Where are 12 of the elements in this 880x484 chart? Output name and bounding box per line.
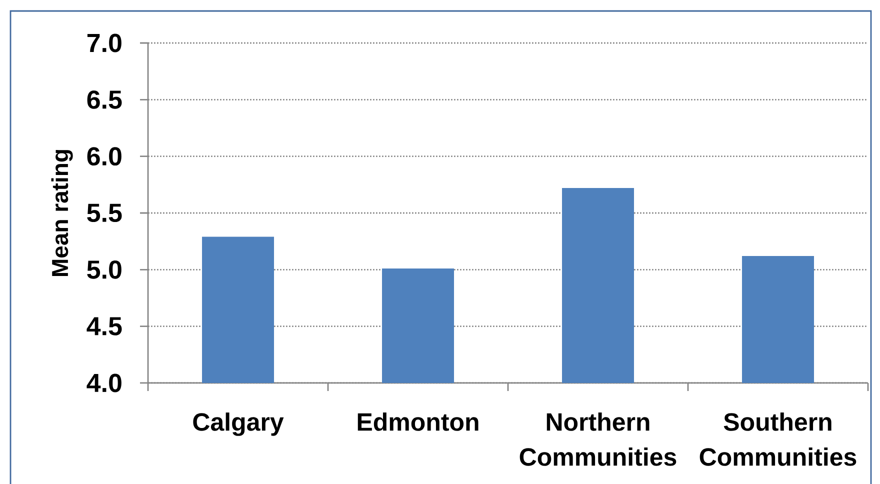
x-tick-label: Calgary <box>193 412 284 436</box>
x-tick-label: Northern Communities <box>520 412 676 466</box>
y-axis-title: Mean rating <box>51 150 73 276</box>
y-tick-label: 5.5 <box>87 204 122 222</box>
y-tick-label: 6.0 <box>87 147 122 166</box>
x-tick-label: Edmonton <box>358 412 478 431</box>
y-tick-label: 7.0 <box>87 34 122 52</box>
x-tick-label: Southern Communities <box>700 412 856 466</box>
y-tick-label: 5.0 <box>87 260 122 279</box>
y-tick-label: 6.5 <box>87 90 122 109</box>
y-tick-label: 4.5 <box>86 317 122 336</box>
y-tick-label: 4.0 <box>86 374 122 392</box>
